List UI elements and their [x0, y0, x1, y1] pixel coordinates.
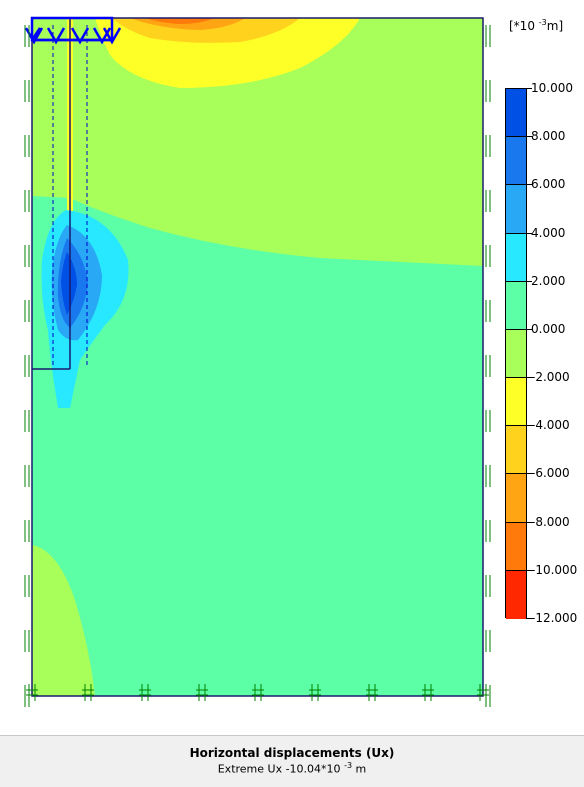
legend-swatch	[506, 522, 526, 571]
legend-tick-mark	[526, 136, 532, 138]
legend-tick-label: -10.000	[531, 562, 578, 577]
legend-swatch	[506, 233, 526, 282]
contour-fill	[32, 18, 483, 696]
retaining-wall	[32, 18, 71, 370]
legend-tick-mark	[526, 184, 532, 186]
model-boundary	[31, 17, 484, 697]
surface-load	[24, 16, 122, 45]
legend-tick-label: -6.000	[531, 466, 570, 481]
legend-tick-label: -2.000	[531, 370, 570, 385]
legend-swatch	[506, 570, 526, 619]
caption-extreme-value: Extreme Ux -10.04*10 -3 m	[217, 761, 367, 776]
legend-tick-mark	[526, 425, 532, 427]
legend-tick-mark	[526, 473, 532, 475]
legend-tick-mark	[526, 88, 532, 89]
legend-tick-mark	[526, 569, 532, 571]
legend-unit-label: [*10 -3m]	[509, 18, 564, 33]
bottom-fixities	[26, 684, 489, 701]
contour-band-red-orange	[145, 18, 215, 24]
legend-tick-label: 2.000	[531, 273, 566, 288]
legend-tick-label: 10.000	[531, 81, 573, 95]
caption-title: Horizontal displacements (Ux)	[189, 746, 395, 760]
legend-swatch	[506, 185, 526, 234]
legend-swatch	[506, 89, 526, 138]
legend-tick-label: 8.000	[531, 129, 566, 144]
legend-tick-label: -8.000	[531, 514, 570, 529]
contour-band-negative-small	[32, 18, 483, 266]
left-fixities	[24, 25, 491, 707]
anchor-lines	[52, 25, 88, 366]
legend-tick-mark	[526, 232, 532, 234]
legend-swatch	[506, 426, 526, 475]
legend-tick-mark	[526, 280, 532, 282]
legend-swatch	[506, 474, 526, 523]
legend-swatch	[506, 281, 526, 330]
legend-tick-mark	[526, 618, 532, 619]
legend-tick-label: 6.000	[531, 177, 566, 192]
legend-tick-label: 0.000	[531, 321, 566, 336]
contour-band-dark-blue	[61, 252, 77, 315]
contour-plot[interactable]	[0, 0, 500, 735]
legend-tick-mark	[526, 377, 532, 379]
legend-tick-mark	[526, 521, 532, 523]
legend-tick-mark	[526, 328, 532, 330]
color-legend-bar	[505, 88, 527, 619]
plot-caption: Horizontal displacements (Ux) Extreme Ux…	[0, 746, 584, 776]
legend-tick-label: -4.000	[531, 418, 570, 433]
legend-swatch	[506, 329, 526, 379]
caption-separator	[0, 735, 584, 736]
plot-viewport[interactable]: [*10 -3m] 10.000 8.000 6.000 4.000 2.000 0.00…	[0, 0, 584, 735]
legend-tick-label: -12.000	[531, 611, 578, 625]
contour-band-bottom-pocket	[32, 545, 95, 696]
legend-swatch	[506, 378, 526, 427]
legend-swatch	[506, 137, 526, 186]
legend-tick-label: 4.000	[531, 225, 566, 240]
